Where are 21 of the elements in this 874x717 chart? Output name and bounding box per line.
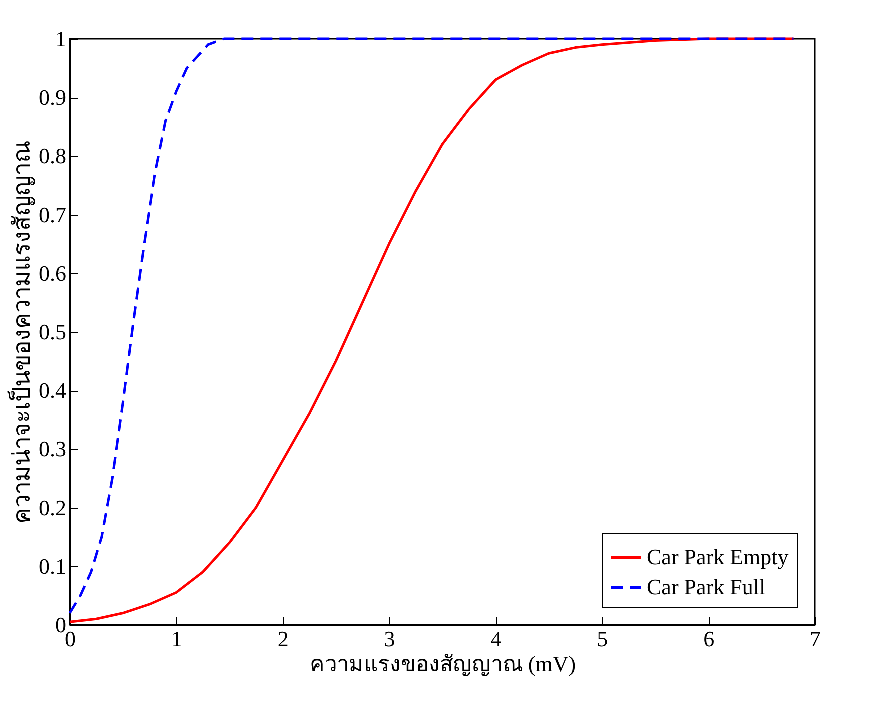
x-tick-label: 4 (490, 626, 502, 652)
y-axis-title: ความน่าจะเป็นของความแรงสัญญาณ (7, 141, 36, 524)
y-tick-label: 0.8 (39, 144, 66, 169)
y-tick-label: 0.2 (39, 495, 66, 520)
y-tick-label: 0.3 (39, 436, 66, 462)
x-tick-label: 3 (384, 626, 396, 652)
x-axis-title: ความแรงของสัญญาณ (mV) (310, 652, 576, 676)
x-tick-label: 5 (597, 626, 608, 652)
y-tick-label: 0.9 (39, 85, 66, 110)
x-tick-label: 2 (278, 626, 289, 652)
y-tick-label: 0.6 (39, 260, 66, 286)
y-tick-label: 0.4 (39, 378, 66, 404)
x-tick-label: 1 (171, 626, 182, 652)
y-tick-label: 0.1 (39, 554, 66, 579)
x-tick-label: 7 (810, 626, 821, 652)
x-tick-label: 6 (704, 626, 715, 652)
y-tick-label: 1 (56, 26, 66, 52)
legend-label: Car Park Full (647, 574, 766, 600)
y-tick-label: 0.7 (39, 202, 66, 228)
y-tick-label: 0.5 (39, 320, 66, 344)
legend-label: Car Park Empty (647, 544, 789, 570)
